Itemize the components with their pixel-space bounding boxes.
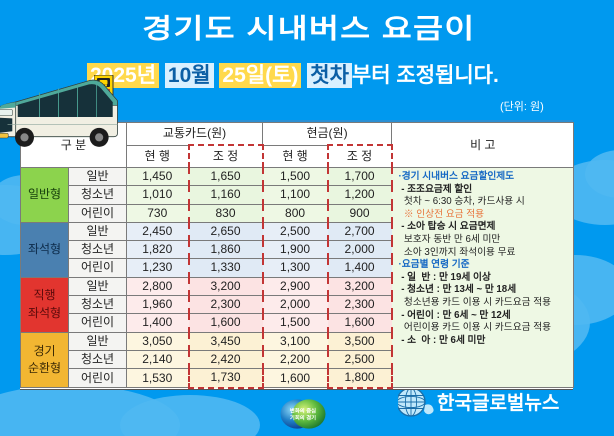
svg-text:한국글로벌뉴스: 한국글로벌뉴스: [437, 392, 559, 414]
